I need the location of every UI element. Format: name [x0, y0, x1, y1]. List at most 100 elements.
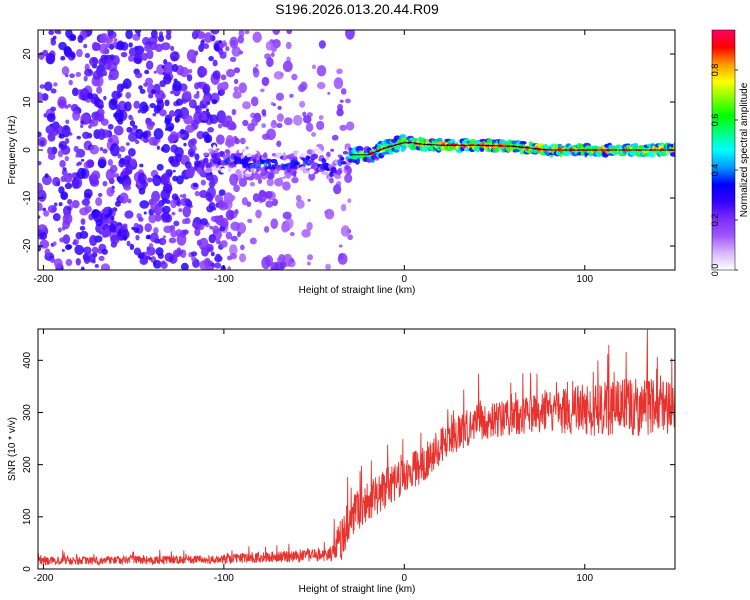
spectrogram-noise-blob	[212, 70, 221, 80]
spectrogram-noise-blob	[338, 253, 344, 261]
spectrogram-noise-blob	[44, 248, 51, 256]
snr-ytick-label: 200	[22, 456, 33, 473]
spectrogram-noise-blob	[128, 148, 136, 157]
spectrogram-noise-blob	[302, 111, 307, 118]
spectrogram-noise-blob	[87, 92, 94, 100]
spectrogram-noise-blob	[143, 211, 147, 215]
spectrogram-noise-blob	[227, 194, 236, 202]
spectrogram-noise-blob	[149, 102, 156, 109]
spectrogram-noise-blob	[84, 53, 91, 59]
spectrogram-noise-blob	[114, 109, 124, 123]
spectrogram-noise-blob	[311, 132, 317, 137]
spectrogram-noise-blob	[114, 200, 121, 207]
spectrogram-noise-blob	[232, 90, 242, 99]
spectrogram-noise-blob	[220, 240, 228, 248]
spectrogram-band-blob	[268, 162, 272, 168]
spectrogram-noise-blob	[165, 122, 175, 131]
spectrogram-noise-blob	[129, 120, 136, 127]
spectrogram-noise-blob	[58, 227, 62, 233]
spectrogram-noise-blob	[183, 114, 193, 125]
spectrogram-noise-blob	[120, 51, 128, 58]
spectrogram-noise-blob	[154, 43, 163, 53]
chart-title: S196.2026.013.20.44.R09	[275, 1, 439, 17]
spectrogram-noise-blob	[152, 174, 162, 187]
spectrogram-noise-blob	[61, 225, 66, 231]
spectrogram-noise-blob	[290, 231, 295, 237]
spectrogram-noise-blob	[297, 84, 306, 93]
spectrogram-noise-blob	[188, 68, 193, 74]
spectrogram-noise-blob	[182, 90, 192, 100]
spectrogram-noise-blob	[119, 157, 125, 165]
spectrogram-noise-blob	[338, 244, 343, 248]
spectrogram-noise-blob	[82, 131, 90, 139]
snr-ytick-label: 0	[22, 566, 33, 572]
spectrogram-noise-blob	[98, 192, 103, 198]
spectrogram-band-blob	[281, 164, 287, 170]
spectrogram-noise-blob	[105, 42, 111, 49]
spectrogram-noise-blob	[182, 205, 192, 218]
spectrogram-noise-blob	[238, 82, 247, 94]
spectrogram-noise-blob	[230, 221, 241, 231]
colorbar-label: Normalized spectral amplitude	[739, 82, 750, 217]
spectrogram-noise-blob	[142, 36, 151, 46]
spectrogram-noise-blob	[83, 43, 88, 49]
spectrogram-band-blob	[324, 156, 330, 161]
spectrogram-points	[38, 30, 355, 270]
spectrogram-noise-blob	[91, 41, 99, 52]
spectrogram-noise-blob	[263, 225, 270, 233]
spectrogram-noise-blob	[275, 92, 285, 101]
spectrogram-noise-blob	[47, 152, 56, 161]
spectrogram-noise-blob	[194, 190, 200, 197]
spectrogram-noise-blob	[257, 178, 263, 184]
spectrogram-noise-blob	[45, 125, 55, 135]
spectrogram-noise-blob	[165, 213, 173, 223]
spectrogram-noise-blob	[218, 199, 225, 209]
spectrogram-noise-blob	[209, 114, 219, 124]
spectrogram-noise-blob	[212, 59, 218, 67]
spectrogram-noise-blob	[215, 215, 225, 226]
spectrogram-noise-blob	[110, 215, 115, 221]
spectrogram-noise-blob	[77, 167, 87, 180]
spectrogram-noise-blob	[282, 211, 292, 220]
spectrogram-noise-blob	[92, 210, 97, 215]
spectrogram-noise-blob	[101, 248, 108, 255]
colorbar-ticks: 0.0 0.2 0.4 0.6 0.8	[710, 64, 738, 276]
spectrogram-band-blob	[292, 170, 297, 176]
spectrogram-noise-blob	[138, 217, 144, 222]
spectrogram-noise-blob	[96, 86, 103, 94]
spectrogram-noise-blob	[307, 198, 311, 202]
spectrogram-noise-blob	[50, 106, 57, 112]
spectrogram-band-blob	[314, 153, 318, 159]
spectrogram-noise-blob	[52, 127, 59, 136]
spectrogram-noise-blob	[39, 84, 45, 89]
spectrogram-noise-blob	[83, 188, 93, 199]
spectrogram-noise-blob	[191, 221, 198, 228]
spectrogram-noise-blob	[260, 88, 265, 93]
spectrogram-noise-blob	[90, 96, 97, 104]
spectrogram-noise-blob	[192, 182, 199, 188]
spectrogram-noise-blob	[64, 182, 73, 190]
spectrogram-noise-blob	[72, 109, 81, 121]
spectrogram-noise-blob	[331, 134, 339, 141]
spectrogram-noise-blob	[210, 262, 215, 267]
spectrogram-noise-blob	[43, 81, 53, 92]
spectrogram-noise-blob	[79, 207, 89, 216]
spectrogram-noise-blob	[176, 232, 187, 246]
spectrogram-band-blob	[205, 167, 213, 172]
spectrogram-noise-blob	[169, 51, 180, 62]
spectrogram-noise-blob	[218, 42, 225, 49]
spectrogram-noise-blob	[54, 202, 58, 207]
spectrogram-band-blob	[669, 152, 675, 157]
spectrogram-noise-blob	[44, 173, 49, 179]
spectrogram-noise-blob	[38, 51, 45, 60]
spectrogram-ytick-label: 0	[22, 147, 33, 153]
spectrogram-noise-blob	[83, 246, 92, 255]
spectrogram-noise-blob	[128, 55, 135, 62]
spectrogram-noise-blob	[64, 138, 70, 145]
spectrogram-band-blob	[278, 170, 285, 175]
spectrogram-noise-blob	[182, 193, 187, 199]
snr-x-label: Height of straight line (km)	[299, 584, 416, 595]
spectrogram-noise-blob	[142, 131, 148, 139]
spectrogram-noise-blob	[68, 79, 73, 86]
spectrogram-noise-blob	[62, 167, 67, 171]
